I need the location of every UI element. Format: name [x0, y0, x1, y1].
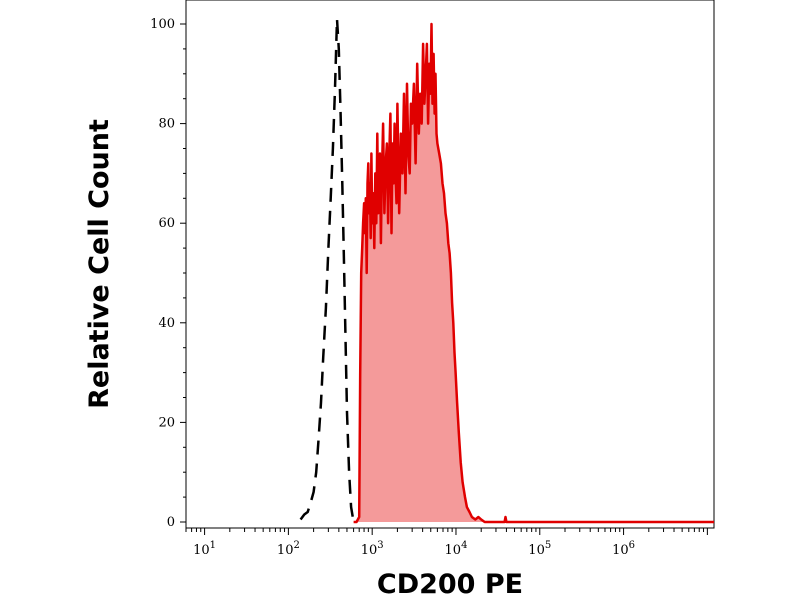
x-axis-title: CD200 PE: [377, 569, 523, 600]
y-tick-labels: 0 20 40 60 80 100: [150, 17, 175, 530]
y-tick-label: 80: [158, 117, 175, 132]
axis-ticks: [180, 23, 708, 535]
y-tick-label: 60: [158, 216, 175, 231]
series-1-area: [353, 24, 714, 522]
y-tick-label: 0: [167, 515, 175, 530]
y-tick-label: 40: [158, 316, 175, 331]
x-tick-label: 106: [612, 540, 635, 558]
x-tick-label: 105: [528, 540, 551, 558]
x-tick-label: 104: [445, 540, 468, 558]
series-layer: [299, 17, 714, 524]
x-tick-label: 101: [193, 540, 216, 558]
series-0-line: [299, 17, 355, 523]
y-axis-title: Relative Cell Count: [84, 119, 115, 409]
plot-frame: [185, 0, 715, 529]
x-tick-label: 103: [361, 540, 384, 558]
x-tick-labels: 101 102 103 104 105 106: [193, 540, 635, 558]
series-1-line: [353, 22, 714, 524]
x-tick-label: 102: [277, 540, 300, 558]
y-tick-label: 20: [158, 415, 175, 430]
y-tick-label: 100: [150, 17, 175, 32]
